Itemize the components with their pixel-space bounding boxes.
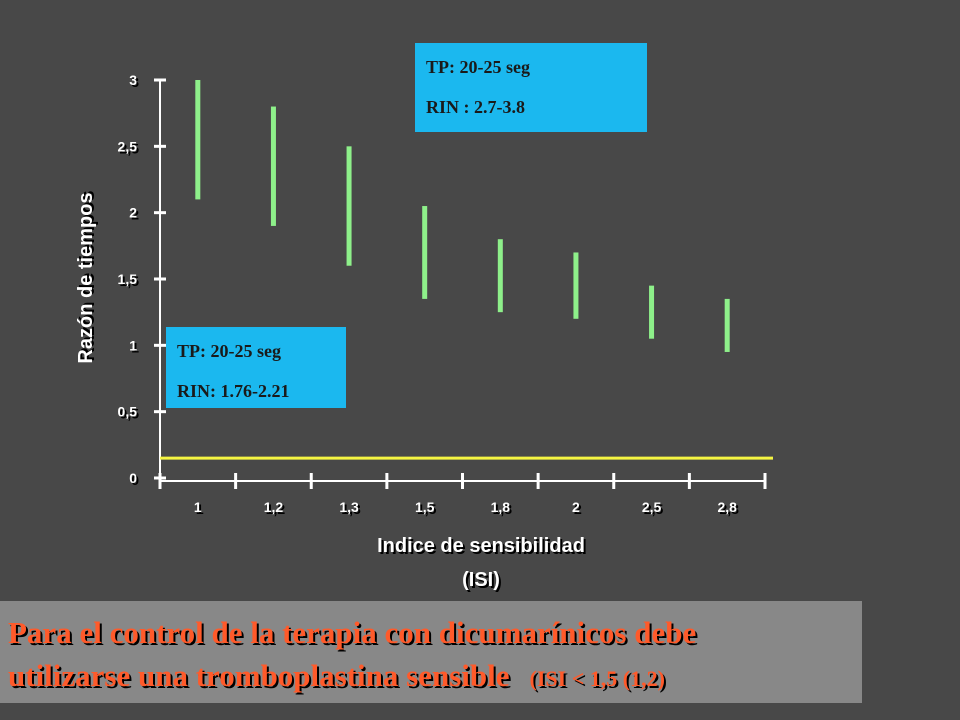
range-bar xyxy=(422,206,428,299)
range-bar xyxy=(724,298,730,352)
range-bar xyxy=(497,239,503,313)
y-tick-label: 2,5 xyxy=(118,138,138,154)
x-axis-label: Indice de sensibilidad xyxy=(377,535,585,557)
x-tick-label: 2,8 xyxy=(717,499,737,515)
annotation-text: TP: 20-25 seg xyxy=(426,57,530,77)
y-axis-label: Razón de tiempos xyxy=(75,192,97,363)
annotation-text: TP: 20-25 seg xyxy=(177,341,281,361)
x-tick-label: 1,3 xyxy=(339,499,359,515)
range-bar xyxy=(573,252,579,319)
range-bar xyxy=(270,106,276,226)
y-tick-label: 1 xyxy=(129,337,137,353)
x-tick-label: 1,2 xyxy=(264,499,284,515)
y-tick-label: 2 xyxy=(129,205,137,221)
annotation-box xyxy=(415,43,647,132)
y-tick-label: 3 xyxy=(129,72,137,88)
annotation-text: RIN : 2.7-3.8 xyxy=(426,97,525,117)
range-bar xyxy=(346,146,352,266)
range-bar xyxy=(649,285,655,339)
y-tick-label: 0,5 xyxy=(118,404,138,420)
annotation-box xyxy=(166,327,346,408)
footer-box xyxy=(0,601,862,703)
x-tick-label: 2 xyxy=(572,499,580,515)
x-tick-label: 1,8 xyxy=(491,499,511,515)
footer-note: (ISI < 1,5 (1,2) xyxy=(530,666,665,691)
x-tick-label: 1,5 xyxy=(415,499,435,515)
range-bar xyxy=(195,80,201,200)
x-axis-label: (ISI) xyxy=(462,569,500,591)
annotation-text: RIN: 1.76-2.21 xyxy=(177,381,290,401)
footer-text: utilizarse una tromboplastina sensible xyxy=(8,658,510,693)
y-tick-label: 0 xyxy=(129,470,137,486)
y-tick-label: 1,5 xyxy=(118,271,138,287)
x-tick-label: 1 xyxy=(194,499,202,515)
footer-text: Para el control de la terapia con dicuma… xyxy=(8,615,696,650)
x-tick-label: 2,5 xyxy=(642,499,662,515)
